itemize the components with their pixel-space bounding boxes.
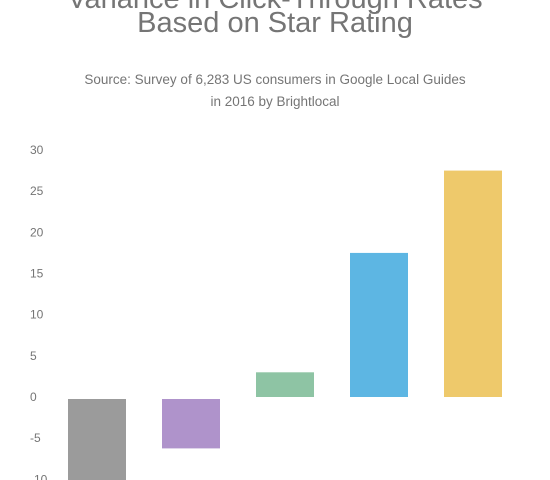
y-tick-label: 5 [30,349,37,363]
chart-title-line-2: Based on Star Rating [137,7,413,39]
y-tick-label: 10 [30,308,44,322]
y-tick-label: 25 [30,184,44,198]
chart-title-line-1: Variance in Click-Through Rates [0,0,550,16]
y-tick-label: 15 [30,267,44,281]
y-tick-label: -10 [30,472,48,480]
y-tick-label: -5 [30,431,41,445]
chart-subtitle-line-1: Source: Survey of 6,283 US consumers in … [84,72,466,87]
y-tick-label: 20 [30,225,44,239]
bar-5 [444,170,502,397]
bar-2 [162,399,220,449]
y-tick-label: 30 [30,143,44,157]
bar-4 [350,252,408,397]
bar-series [68,170,502,480]
y-tick-label: 0 [30,390,37,404]
bar-3 [256,372,314,397]
bar-1 [68,399,126,480]
y-axis: 30 25 20 15 10 5 0 -5 -10 [30,143,48,480]
chart-subtitle-line-2: in 2016 by Brightlocal [210,94,340,109]
